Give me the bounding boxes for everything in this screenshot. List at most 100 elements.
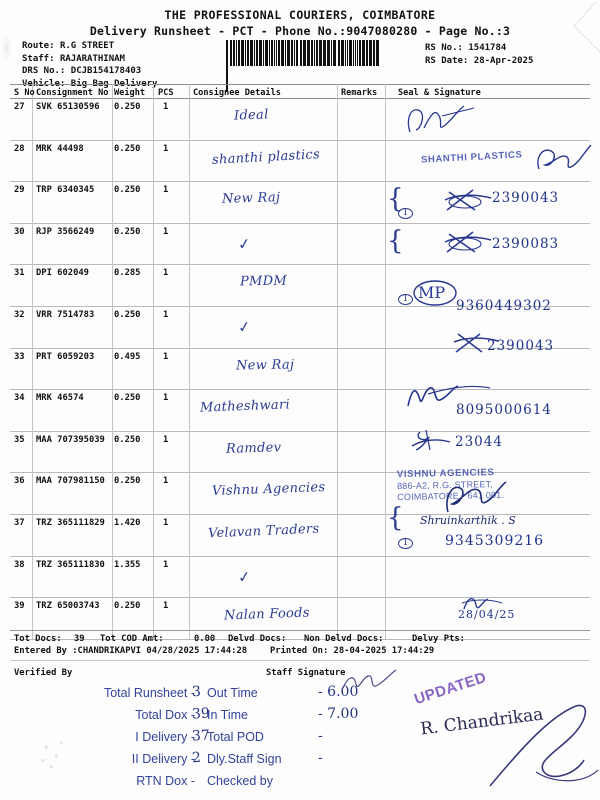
drs-no-label: DRS No.: (22, 66, 66, 77)
signature-row-35 (411, 429, 451, 451)
cell-consignment-no: DPI 602049 (36, 268, 89, 279)
rs-date-value: 28-Apr-2025 (473, 56, 534, 66)
circled-marker-row-37: 1 (398, 538, 413, 549)
cell-pcs: 1 (163, 268, 169, 279)
bottom-form-left-label: RTN Dox - (136, 774, 195, 788)
bottom-summary-form: Total Runsheet -3 Out Time - 6.00 Total Dox… (40, 683, 370, 796)
col-header-weight: Weight (114, 88, 146, 98)
seal-phone-row-32: 9360449302 (456, 298, 552, 314)
footer-top-rule (10, 630, 590, 631)
bottom-form-left-value: 3 (191, 683, 202, 701)
cell-weight: 0.495 (114, 351, 141, 362)
cell-consignee-tick: ✓ (236, 566, 252, 587)
bottom-form-right-label: Checked by (207, 774, 274, 788)
bottom-form-left-value: 2 (191, 749, 202, 767)
bottom-form-right-value: - 7.00 (318, 706, 359, 722)
cell-consignee-handwritten: PMDM (239, 273, 288, 290)
seal-initials-row-32: MP (418, 283, 446, 302)
cell-sno: 27 (14, 102, 25, 112)
bottom-form-row: II Delivery -2 Dly.Staff Sign - (40, 749, 370, 774)
cell-sno: 38 (14, 559, 25, 570)
cell-pcs: 1 (163, 434, 169, 445)
bottom-form-row: Total Dox -39 In Time - 7.00 (40, 706, 370, 730)
circled-marker-row-32: 1 (398, 294, 413, 305)
cell-sno: 32 (14, 310, 25, 320)
entered-by: Entered By :CHANDRIKAPVI 04/28/2025 17:4… (14, 646, 248, 656)
cell-sno: 36 (14, 476, 25, 487)
cell-sno: 31 (14, 268, 25, 279)
cell-consignee-handwritten: shanthi plastics (211, 146, 321, 168)
circled-marker-row-29: 1 (398, 208, 413, 219)
cell-consignment-no: MAA 707981150 (36, 476, 105, 487)
scan-speck-artifact (36, 734, 70, 778)
cell-pcs: 1 (163, 102, 169, 112)
cell-weight: 1.420 (114, 518, 141, 528)
printed-on: Printed On: 28-04-2025 17:44:29 (270, 646, 435, 656)
cell-consignment-no: MRK 46574 (36, 393, 84, 404)
drs-no-value: DCJB154178403 (70, 66, 142, 77)
cell-pcs: 1 (163, 393, 169, 404)
cell-weight: 1.355 (114, 559, 141, 570)
col-header-seal: Seal & Signature (398, 88, 481, 98)
cell-weight: 0.250 (114, 102, 141, 112)
cell-consignment-no: VRR 7514783 (36, 310, 95, 320)
cell-sno: 34 (14, 393, 25, 404)
cell-sno: 28 (14, 143, 25, 154)
cell-consignee-handwritten: Nalan Foods (223, 605, 311, 624)
tot-docs-value: 39 (74, 634, 85, 644)
seal-number-row-30: 2390083 (492, 236, 560, 252)
stamp-shanthi-plastics: SHANTHI PLASTICS (420, 149, 523, 166)
brace-row-29: { (387, 184, 404, 214)
signature-row-28 (537, 144, 592, 170)
route-value: R.G STREET (59, 41, 115, 51)
cell-pcs: 1 (163, 518, 169, 528)
bottom-form-row: Total Runsheet -3 Out Time - 6.00 (40, 683, 370, 708)
tot-cod-value: 0.00 (194, 634, 216, 644)
stamp-updated: UPDATED (412, 668, 489, 709)
footer-mid-rule (10, 660, 590, 661)
tot-docs-label: Tot Docs: (14, 634, 62, 644)
cell-sno: 29 (14, 185, 25, 196)
cell-consignee-handwritten: New Raj (235, 357, 295, 374)
bottom-form-row: RTN Dox - Checked by (40, 774, 370, 796)
barcode (226, 40, 381, 92)
cell-consignment-no: TRP 6340345 (36, 185, 95, 196)
cell-consignee-handwritten: Vishnu Agencies (211, 480, 326, 500)
col-header-pcs: PCS (158, 88, 174, 98)
cell-weight: 0.250 (114, 143, 141, 154)
seal-date-row-39: 28/04/25 (458, 608, 516, 621)
header-meta-right: RS No.: 1541784 RS Date: 28-Apr-2025 (425, 42, 533, 68)
cell-weight: 0.285 (114, 268, 141, 279)
cell-consignee-handwritten: Ideal (233, 107, 269, 124)
cell-consignment-no: TRZ 365111830 (36, 559, 105, 570)
seal-number-row-35: 23044 (455, 434, 503, 450)
brace-row-37: { (387, 503, 404, 533)
cell-consignee-handwritten: Velavan Traders (207, 521, 320, 542)
cell-pcs: 1 (163, 601, 169, 612)
seal-number-row-33: 2390043 (487, 338, 555, 354)
cell-consignment-no: MAA 707395039 (36, 434, 105, 445)
bottom-form-left-label: Total Dox - (135, 708, 195, 722)
col-header-consignment: Consignment No (36, 88, 109, 98)
cell-consignment-no: SVK 65130596 (36, 102, 100, 112)
cell-consignment-no: PRT 6059203 (36, 351, 95, 362)
bottom-form-left-label: Total Runsheet - (103, 686, 195, 700)
staff-label: Staff: (22, 53, 55, 64)
rs-date-label: RS Date: (425, 56, 469, 66)
cell-pcs: 1 (163, 226, 169, 237)
cell-sno: 35 (14, 434, 25, 445)
company-title: THE PROFESSIONAL COURIERS, COIMBATORE (164, 8, 436, 22)
staff-signature-label: Staff Signature (266, 668, 346, 678)
route-label: Route: (22, 41, 55, 51)
rs-no-value: 1541784 (468, 43, 507, 53)
cell-weight: 0.250 (114, 434, 141, 445)
delvd-docs-label: Delvd Docs: (228, 634, 287, 644)
seal-phone-row-34: 8095000614 (456, 402, 552, 418)
cell-pcs: 1 (163, 143, 169, 154)
cell-consignment-no: RJP 3566249 (36, 226, 95, 237)
runsheet-subtitle: Delivery Runsheet - PCT - Phone No.:9047… (89, 24, 511, 38)
bottom-form-right-value: - (318, 750, 323, 766)
cell-sno: 30 (14, 226, 25, 237)
seal-name-row-37: Shruinkarthik . S (420, 514, 516, 527)
